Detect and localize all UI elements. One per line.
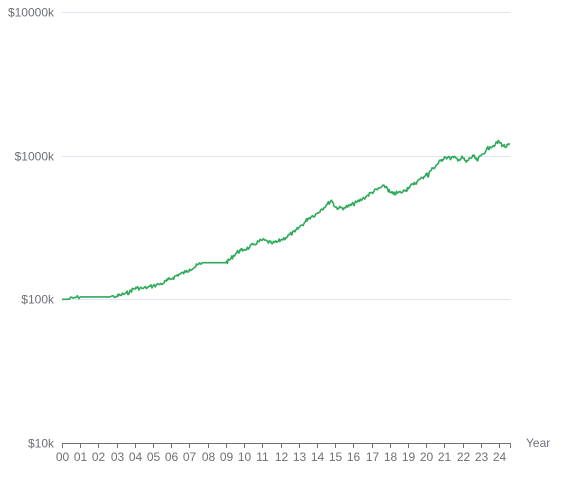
- x-tick-label: 16: [347, 450, 361, 464]
- x-tick-label: 01: [74, 450, 88, 464]
- x-tick-label: 12: [275, 450, 289, 464]
- y-tick-label: $10k: [28, 437, 55, 451]
- series-group: [62, 139, 511, 301]
- x-tick-label: 21: [438, 450, 452, 464]
- y-tick-label: $1000k: [15, 150, 55, 164]
- x-axis-label: Year: [526, 436, 550, 450]
- x-tick-label: 10: [238, 450, 252, 464]
- x-tick-label: 13: [293, 450, 307, 464]
- x-tick-label: 05: [147, 450, 161, 464]
- x-tick-label: 04: [129, 450, 143, 464]
- x-tick-label: 07: [183, 450, 197, 464]
- x-tick-label: 06: [165, 450, 179, 464]
- x-tick-label: 14: [311, 450, 325, 464]
- x-axis-tick-labels: 00 01 02 03 04 05 06 07 08 09 10 11 12 13 14 15 16 17 18 19…: [56, 450, 507, 464]
- x-tick-label: 20: [420, 450, 434, 464]
- x-tick-label: 00: [56, 450, 70, 464]
- x-tick-label: 22: [457, 450, 471, 464]
- y-tick-label: $10000k: [8, 6, 55, 20]
- x-tick-label: 24: [493, 450, 507, 464]
- x-tick-label: 19: [402, 450, 416, 464]
- x-tick-label: 18: [384, 450, 398, 464]
- x-tick-label: 03: [111, 450, 125, 464]
- x-tick-label: 09: [220, 450, 234, 464]
- x-tick-label: 02: [92, 450, 106, 464]
- x-tick-label: 17: [366, 450, 380, 464]
- x-tick-label: 15: [329, 450, 343, 464]
- x-tick-label: 08: [202, 450, 216, 464]
- series-line: [62, 139, 511, 301]
- x-tick-label: 11: [256, 450, 269, 464]
- y-axis-tick-labels: $10k $100k $1000k $10000k: [8, 6, 55, 451]
- y-gridlines: [62, 12, 510, 300]
- x-axis: [62, 443, 511, 448]
- x-tick-label: 23: [475, 450, 489, 464]
- y-tick-label: $100k: [21, 293, 55, 307]
